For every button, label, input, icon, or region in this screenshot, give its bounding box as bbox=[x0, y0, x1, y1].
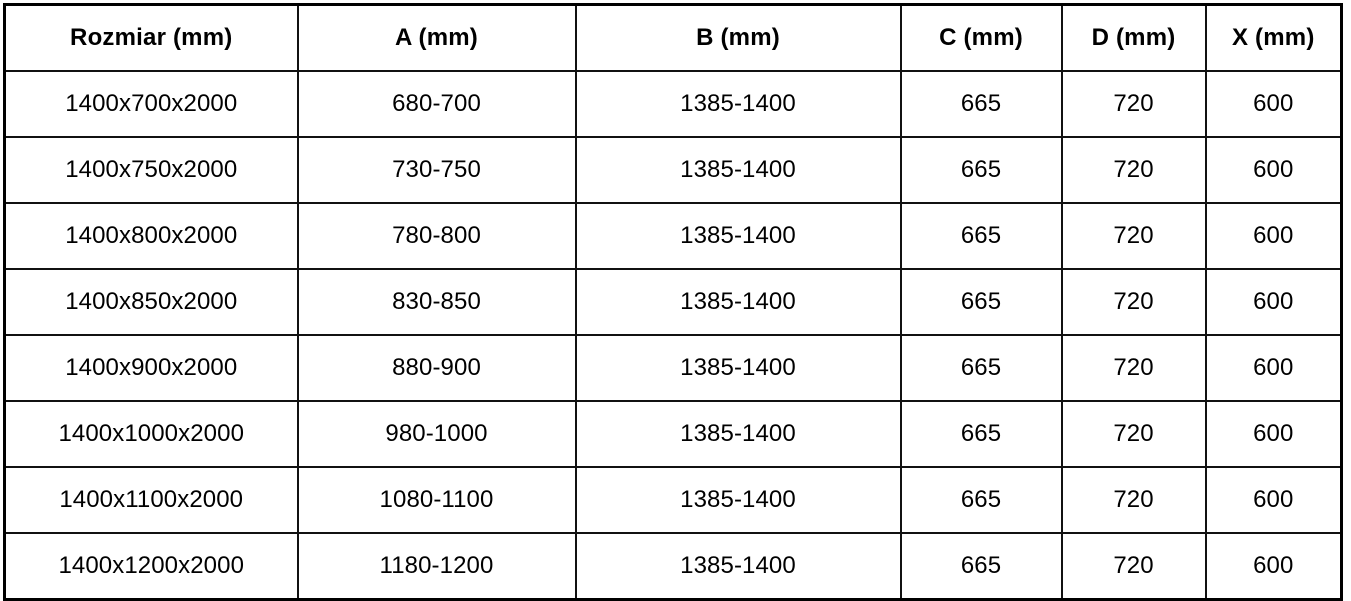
table-row: 1400x1100x2000 1080-1100 1385-1400 665 7… bbox=[3, 466, 1343, 534]
cell-x: 600 bbox=[1204, 400, 1343, 468]
cell-b: 1385-1400 bbox=[574, 70, 902, 138]
cell-x: 600 bbox=[1204, 70, 1343, 138]
cell-c: 665 bbox=[899, 136, 1063, 204]
table-header: Rozmiar (mm) A (mm) B (mm) C (mm) D (mm)… bbox=[3, 3, 1343, 72]
table-row: 1400x750x2000 730-750 1385-1400 665 720 … bbox=[3, 136, 1343, 204]
cell-b: 1385-1400 bbox=[574, 400, 902, 468]
table-row: 1400x1200x2000 1180-1200 1385-1400 665 7… bbox=[3, 532, 1343, 601]
cell-a: 1180-1200 bbox=[296, 532, 577, 601]
cell-c: 665 bbox=[899, 400, 1063, 468]
cell-b: 1385-1400 bbox=[574, 202, 902, 270]
cell-c: 665 bbox=[899, 202, 1063, 270]
cell-d: 720 bbox=[1060, 466, 1207, 534]
table-row: 1400x1000x2000 980-1000 1385-1400 665 72… bbox=[3, 400, 1343, 468]
table-row: 1400x800x2000 780-800 1385-1400 665 720 … bbox=[3, 202, 1343, 270]
cell-d: 720 bbox=[1060, 268, 1207, 336]
cell-d: 720 bbox=[1060, 400, 1207, 468]
cell-b: 1385-1400 bbox=[574, 466, 902, 534]
cell-x: 600 bbox=[1204, 268, 1343, 336]
cell-rozmiar: 1400x700x2000 bbox=[3, 70, 299, 138]
shower-enclosure-dimensions-table: Rozmiar (mm) A (mm) B (mm) C (mm) D (mm)… bbox=[3, 3, 1343, 601]
cell-a: 730-750 bbox=[296, 136, 577, 204]
column-header-d: D (mm) bbox=[1060, 3, 1207, 72]
cell-c: 665 bbox=[899, 334, 1063, 402]
cell-b: 1385-1400 bbox=[574, 334, 902, 402]
cell-c: 665 bbox=[899, 70, 1063, 138]
cell-x: 600 bbox=[1204, 202, 1343, 270]
cell-a: 680-700 bbox=[296, 70, 577, 138]
cell-rozmiar: 1400x1200x2000 bbox=[3, 532, 299, 601]
cell-c: 665 bbox=[899, 532, 1063, 601]
cell-b: 1385-1400 bbox=[574, 136, 902, 204]
table-row: 1400x850x2000 830-850 1385-1400 665 720 … bbox=[3, 268, 1343, 336]
cell-a: 780-800 bbox=[296, 202, 577, 270]
spec-table-container: Rozmiar (mm) A (mm) B (mm) C (mm) D (mm)… bbox=[3, 3, 1343, 601]
cell-d: 720 bbox=[1060, 70, 1207, 138]
cell-rozmiar: 1400x750x2000 bbox=[3, 136, 299, 204]
cell-d: 720 bbox=[1060, 532, 1207, 601]
cell-rozmiar: 1400x1100x2000 bbox=[3, 466, 299, 534]
column-header-rozmiar: Rozmiar (mm) bbox=[3, 3, 299, 72]
cell-rozmiar: 1400x800x2000 bbox=[3, 202, 299, 270]
cell-d: 720 bbox=[1060, 334, 1207, 402]
cell-x: 600 bbox=[1204, 532, 1343, 601]
cell-x: 600 bbox=[1204, 466, 1343, 534]
cell-a: 980-1000 bbox=[296, 400, 577, 468]
cell-d: 720 bbox=[1060, 202, 1207, 270]
table-row: 1400x700x2000 680-700 1385-1400 665 720 … bbox=[3, 70, 1343, 138]
column-header-b: B (mm) bbox=[574, 3, 902, 72]
cell-c: 665 bbox=[899, 268, 1063, 336]
table-body: 1400x700x2000 680-700 1385-1400 665 720 … bbox=[3, 70, 1343, 601]
cell-a: 830-850 bbox=[296, 268, 577, 336]
cell-a: 1080-1100 bbox=[296, 466, 577, 534]
column-header-a: A (mm) bbox=[296, 3, 577, 72]
cell-a: 880-900 bbox=[296, 334, 577, 402]
cell-x: 600 bbox=[1204, 334, 1343, 402]
cell-rozmiar: 1400x900x2000 bbox=[3, 334, 299, 402]
cell-rozmiar: 1400x850x2000 bbox=[3, 268, 299, 336]
cell-d: 720 bbox=[1060, 136, 1207, 204]
cell-x: 600 bbox=[1204, 136, 1343, 204]
column-header-x: X (mm) bbox=[1204, 3, 1343, 72]
table-row: 1400x900x2000 880-900 1385-1400 665 720 … bbox=[3, 334, 1343, 402]
cell-rozmiar: 1400x1000x2000 bbox=[3, 400, 299, 468]
cell-c: 665 bbox=[899, 466, 1063, 534]
column-header-c: C (mm) bbox=[899, 3, 1063, 72]
table-header-row: Rozmiar (mm) A (mm) B (mm) C (mm) D (mm)… bbox=[3, 3, 1343, 72]
cell-b: 1385-1400 bbox=[574, 268, 902, 336]
cell-b: 1385-1400 bbox=[574, 532, 902, 601]
